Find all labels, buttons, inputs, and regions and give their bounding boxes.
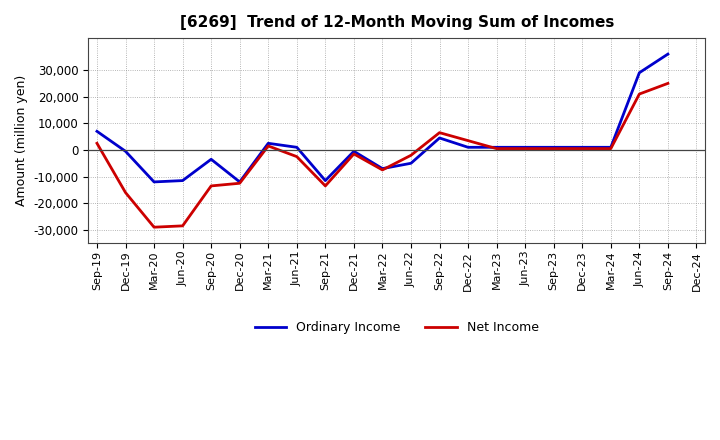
Ordinary Income [150,179,158,184]
Ordinary Income [378,166,387,171]
Ordinary Income [292,145,301,150]
Ordinary Income [664,51,672,57]
Net Income [664,81,672,86]
Net Income [264,143,273,149]
Net Income [378,167,387,172]
Net Income [150,224,158,230]
Ordinary Income [549,145,558,150]
Net Income [407,153,415,158]
Net Income [606,146,615,151]
Net Income [549,146,558,151]
Net Income [635,92,644,97]
Legend: Ordinary Income, Net Income: Ordinary Income, Net Income [255,321,539,334]
Net Income [321,183,330,189]
Ordinary Income [635,70,644,75]
Ordinary Income [179,178,187,183]
Net Income [207,183,215,189]
Net Income [179,223,187,228]
Net Income [121,190,130,195]
Ordinary Income [521,145,529,150]
Ordinary Income [207,157,215,162]
Net Income [292,154,301,159]
Ordinary Income [464,145,472,150]
Title: [6269]  Trend of 12-Month Moving Sum of Incomes: [6269] Trend of 12-Month Moving Sum of I… [179,15,614,30]
Net Income [464,138,472,143]
Ordinary Income [407,161,415,166]
Ordinary Income [93,128,102,134]
Net Income [93,141,102,146]
Ordinary Income [606,145,615,150]
Net Income [235,180,244,186]
Ordinary Income [321,178,330,183]
Net Income [350,151,359,157]
Ordinary Income [350,149,359,154]
Ordinary Income [435,136,444,141]
Net Income [521,146,529,151]
Net Income [578,146,587,151]
Line: Net Income: Net Income [97,84,668,227]
Ordinary Income [264,141,273,146]
Ordinary Income [492,145,501,150]
Ordinary Income [578,145,587,150]
Net Income [435,130,444,135]
Ordinary Income [121,149,130,154]
Y-axis label: Amount (million yen): Amount (million yen) [15,75,28,206]
Ordinary Income [235,179,244,184]
Net Income [492,146,501,151]
Line: Ordinary Income: Ordinary Income [97,54,668,182]
